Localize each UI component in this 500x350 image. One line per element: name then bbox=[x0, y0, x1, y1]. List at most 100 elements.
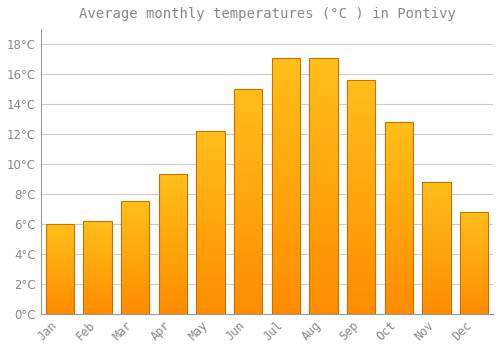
Bar bbox=[384, 256, 413, 260]
Bar bbox=[121, 294, 150, 296]
Bar bbox=[121, 208, 150, 210]
Bar bbox=[234, 278, 262, 282]
Bar bbox=[384, 122, 413, 314]
Bar bbox=[158, 219, 187, 222]
Bar bbox=[234, 103, 262, 107]
Bar bbox=[158, 247, 187, 250]
Bar bbox=[196, 171, 224, 175]
Bar bbox=[121, 233, 150, 235]
Bar bbox=[460, 232, 488, 234]
Bar bbox=[347, 99, 376, 103]
Bar bbox=[384, 141, 413, 145]
Bar bbox=[384, 176, 413, 180]
Bar bbox=[310, 262, 338, 268]
Bar bbox=[460, 240, 488, 243]
Bar bbox=[384, 210, 413, 214]
Bar bbox=[272, 201, 300, 206]
Bar bbox=[46, 242, 74, 244]
Bar bbox=[460, 294, 488, 295]
Bar bbox=[46, 262, 74, 264]
Bar bbox=[196, 204, 224, 208]
Bar bbox=[384, 214, 413, 218]
Bar bbox=[310, 304, 338, 309]
Bar bbox=[384, 126, 413, 130]
Bar bbox=[310, 227, 338, 232]
Bar bbox=[46, 273, 74, 274]
Bar bbox=[84, 280, 112, 282]
Bar bbox=[158, 208, 187, 211]
Bar bbox=[460, 259, 488, 261]
Bar bbox=[460, 248, 488, 251]
Bar bbox=[234, 269, 262, 273]
Bar bbox=[196, 270, 224, 274]
Bar bbox=[384, 130, 413, 133]
Bar bbox=[384, 272, 413, 275]
Bar bbox=[272, 268, 300, 273]
Bar bbox=[84, 288, 112, 290]
Bar bbox=[121, 292, 150, 294]
Bar bbox=[196, 292, 224, 296]
Bar bbox=[422, 264, 450, 266]
Bar bbox=[46, 258, 74, 260]
Bar bbox=[158, 183, 187, 186]
Bar bbox=[384, 310, 413, 314]
Bar bbox=[422, 232, 450, 235]
Bar bbox=[384, 172, 413, 176]
Bar bbox=[310, 217, 338, 222]
Bar bbox=[310, 273, 338, 278]
Bar bbox=[84, 247, 112, 249]
Bar bbox=[196, 307, 224, 310]
Bar bbox=[310, 119, 338, 124]
Bar bbox=[422, 216, 450, 219]
Bar bbox=[158, 236, 187, 239]
Bar bbox=[84, 245, 112, 247]
Bar bbox=[84, 301, 112, 303]
Bar bbox=[272, 299, 300, 304]
Bar bbox=[121, 273, 150, 276]
Bar bbox=[347, 141, 376, 146]
Bar bbox=[384, 180, 413, 183]
Bar bbox=[46, 303, 74, 305]
Bar bbox=[196, 248, 224, 252]
Bar bbox=[121, 282, 150, 285]
Bar bbox=[234, 112, 262, 116]
Bar bbox=[46, 276, 74, 278]
Bar bbox=[310, 68, 338, 73]
Bar bbox=[347, 216, 376, 220]
Bar bbox=[46, 298, 74, 300]
Bar bbox=[121, 202, 150, 314]
Bar bbox=[460, 214, 488, 216]
Bar bbox=[310, 283, 338, 288]
Bar bbox=[234, 215, 262, 219]
Bar bbox=[384, 275, 413, 279]
Bar bbox=[422, 272, 450, 274]
Bar bbox=[347, 272, 376, 276]
Bar bbox=[46, 224, 74, 226]
Bar bbox=[158, 256, 187, 258]
Bar bbox=[460, 308, 488, 310]
Bar bbox=[384, 156, 413, 160]
Bar bbox=[460, 251, 488, 253]
Bar bbox=[121, 300, 150, 303]
Bar bbox=[158, 230, 187, 233]
Bar bbox=[84, 297, 112, 299]
Bar bbox=[272, 88, 300, 93]
Bar bbox=[158, 199, 187, 202]
Bar bbox=[196, 266, 224, 270]
Bar bbox=[422, 248, 450, 251]
Bar bbox=[158, 300, 187, 303]
Bar bbox=[384, 252, 413, 256]
Bar bbox=[460, 216, 488, 218]
Bar bbox=[460, 243, 488, 245]
Bar bbox=[272, 273, 300, 278]
Bar bbox=[422, 309, 450, 311]
Bar bbox=[234, 188, 262, 193]
Bar bbox=[422, 277, 450, 280]
Bar bbox=[196, 156, 224, 160]
Bar bbox=[422, 222, 450, 224]
Bar bbox=[422, 293, 450, 295]
Bar bbox=[234, 229, 262, 233]
Bar bbox=[196, 296, 224, 299]
Bar bbox=[272, 165, 300, 170]
Bar bbox=[46, 312, 74, 314]
